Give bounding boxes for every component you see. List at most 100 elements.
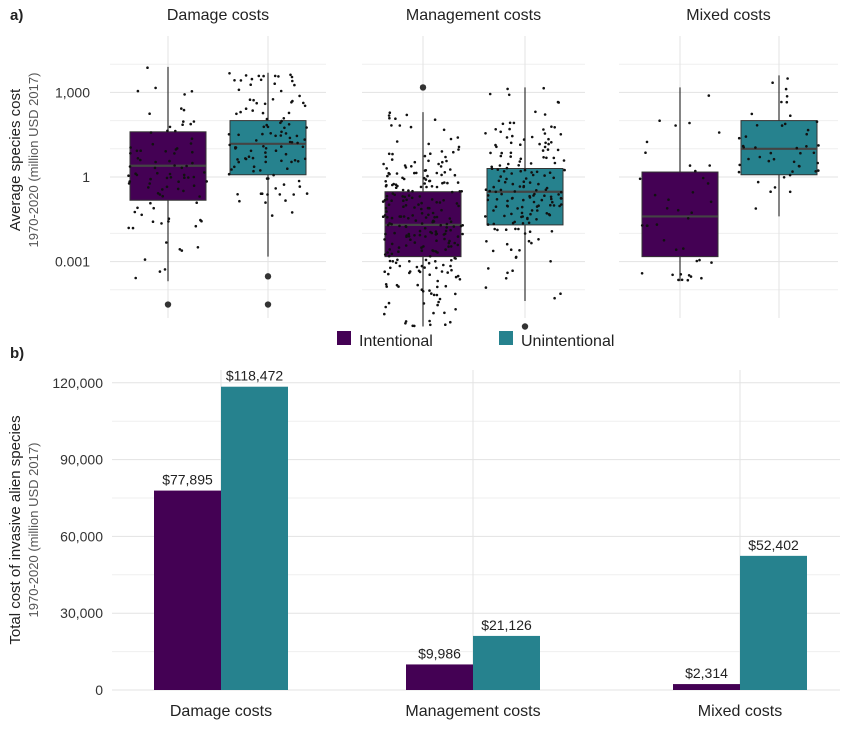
jitter-point	[707, 94, 711, 97]
x-category-label: Damage costs	[170, 703, 272, 720]
jitter-point	[381, 215, 385, 218]
bar-intentional	[406, 664, 473, 690]
jitter-point	[428, 179, 431, 183]
bar-group-mixed-costs: $2,314 $52,402 Mixed costs	[673, 537, 807, 720]
jitter-point	[445, 226, 449, 229]
jitter-point	[443, 171, 447, 174]
jitter-point	[298, 185, 302, 188]
jitter-point	[284, 199, 287, 202]
jitter-point	[559, 196, 563, 200]
jitter-point	[435, 185, 439, 189]
jitter-point	[506, 271, 509, 275]
jitter-point	[511, 196, 514, 200]
jitter-point	[134, 276, 137, 280]
jitter-point	[486, 198, 490, 202]
jitter-point	[688, 164, 692, 167]
jitter-point	[701, 176, 705, 180]
jitter-point	[282, 183, 286, 186]
jitter-point	[436, 285, 439, 289]
jitter-point	[435, 171, 439, 175]
jitter-point	[674, 248, 678, 251]
jitter-point	[413, 171, 416, 175]
jitter-point	[553, 126, 556, 129]
jitter-point	[248, 98, 252, 101]
jitter-point	[136, 157, 140, 160]
jitter-point	[679, 273, 683, 276]
jitter-point	[454, 275, 458, 279]
jitter-point	[287, 123, 291, 126]
jitter-point	[420, 222, 424, 225]
jitter-point	[292, 193, 296, 196]
jitter-point	[640, 224, 644, 227]
jitter-point	[146, 66, 149, 69]
jitter-point	[461, 232, 464, 236]
jitter-point	[390, 124, 393, 127]
jitter-point	[383, 312, 386, 316]
jitter-point	[532, 200, 536, 204]
jitter-point	[457, 145, 461, 149]
jitter-point	[443, 311, 446, 315]
jitter-point	[164, 150, 167, 153]
jitter-point	[390, 199, 393, 202]
jitter-point	[691, 191, 695, 194]
jitter-point	[773, 186, 777, 189]
box-unintentional	[229, 120, 307, 176]
jitter-point	[499, 188, 503, 192]
jitter-point	[708, 164, 711, 167]
jitter-point	[416, 283, 420, 287]
jitter-point	[409, 125, 413, 129]
jitter-point	[454, 292, 457, 296]
jitter-point	[394, 183, 398, 186]
jitter-point	[689, 275, 693, 278]
jitter-point	[523, 232, 527, 235]
jitter-point	[430, 292, 433, 295]
jitter-point	[456, 136, 460, 139]
jitter-point	[181, 123, 184, 126]
jitter-point	[273, 74, 277, 78]
jitter-point	[520, 211, 524, 215]
jitter-point	[437, 300, 440, 304]
jitter-point	[384, 305, 388, 309]
jitter-point	[484, 286, 488, 289]
jitter-point	[203, 171, 206, 174]
jitter-point	[431, 220, 435, 224]
panel-a-y-tick-label: 1,000	[55, 84, 90, 100]
jitter-point	[562, 159, 566, 162]
jitter-point	[149, 177, 152, 181]
jitter-point	[537, 204, 540, 207]
jitter-point	[772, 157, 776, 161]
jitter-point	[149, 131, 153, 134]
jitter-point	[671, 273, 674, 277]
jitter-point	[388, 222, 391, 225]
jitter-point	[199, 218, 202, 222]
jitter-point	[430, 231, 434, 235]
jitter-point	[303, 138, 307, 141]
jitter-point	[487, 267, 490, 270]
jitter-point	[457, 204, 460, 208]
jitter-point	[237, 88, 241, 92]
jitter-point	[154, 86, 157, 90]
jitter-point	[427, 261, 431, 265]
jitter-point	[413, 241, 417, 244]
jitter-point	[398, 124, 402, 127]
legend-swatch-unintentional	[499, 331, 513, 345]
jitter-point	[496, 168, 500, 171]
jitter-point	[390, 222, 393, 226]
box-outlier	[419, 84, 427, 91]
jitter-point	[161, 194, 164, 198]
jitter-point	[658, 119, 661, 122]
jitter-point	[445, 222, 449, 226]
jitter-point	[280, 159, 283, 163]
jitter-point	[522, 198, 525, 202]
jitter-point	[166, 129, 169, 133]
bar-unintentional	[473, 635, 540, 690]
bar-value-label: $52,402	[748, 537, 799, 553]
jitter-point	[517, 227, 520, 231]
jitter-point	[383, 214, 387, 217]
jitter-point	[418, 195, 422, 198]
jitter-point	[148, 182, 151, 185]
jitter-point	[420, 246, 423, 249]
jitter-point	[287, 111, 291, 115]
jitter-point	[546, 148, 550, 151]
jitter-point	[690, 211, 693, 214]
